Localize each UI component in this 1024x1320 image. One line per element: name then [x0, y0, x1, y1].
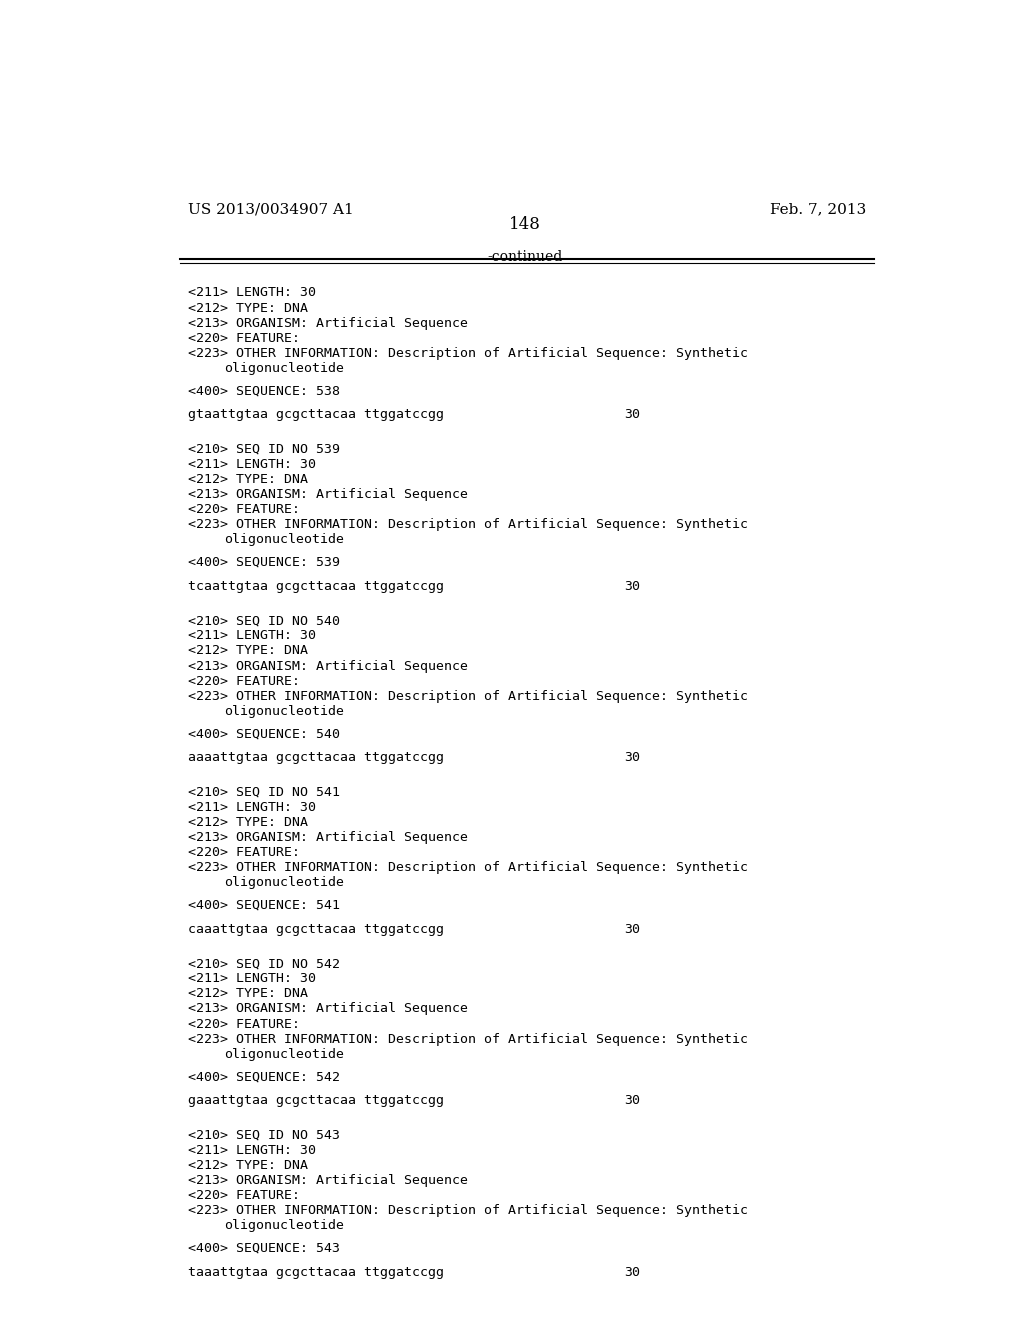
Text: <223> OTHER INFORMATION: Description of Artificial Sequence: Synthetic: <223> OTHER INFORMATION: Description of …: [187, 347, 748, 359]
Text: <210> SEQ ID NO 542: <210> SEQ ID NO 542: [187, 957, 340, 970]
Text: <400> SEQUENCE: 540: <400> SEQUENCE: 540: [187, 727, 340, 741]
Text: <213> ORGANISM: Artificial Sequence: <213> ORGANISM: Artificial Sequence: [187, 488, 468, 502]
Text: US 2013/0034907 A1: US 2013/0034907 A1: [187, 202, 353, 216]
Text: 148: 148: [509, 216, 541, 234]
Text: <400> SEQUENCE: 542: <400> SEQUENCE: 542: [187, 1071, 340, 1084]
Text: 30: 30: [624, 1094, 640, 1107]
Text: <212> TYPE: DNA: <212> TYPE: DNA: [187, 816, 307, 829]
Text: <212> TYPE: DNA: <212> TYPE: DNA: [187, 987, 307, 1001]
Text: 30: 30: [624, 579, 640, 593]
Text: oligonucleotide: oligonucleotide: [224, 533, 344, 546]
Text: <213> ORGANISM: Artificial Sequence: <213> ORGANISM: Artificial Sequence: [187, 1173, 468, 1187]
Text: -continued: -continued: [487, 249, 562, 264]
Text: <212> TYPE: DNA: <212> TYPE: DNA: [187, 473, 307, 486]
Text: <213> ORGANISM: Artificial Sequence: <213> ORGANISM: Artificial Sequence: [187, 317, 468, 330]
Text: Feb. 7, 2013: Feb. 7, 2013: [770, 202, 866, 216]
Text: 30: 30: [624, 923, 640, 936]
Text: <211> LENGTH: 30: <211> LENGTH: 30: [187, 458, 315, 471]
Text: <223> OTHER INFORMATION: Description of Artificial Sequence: Synthetic: <223> OTHER INFORMATION: Description of …: [187, 1204, 748, 1217]
Text: <213> ORGANISM: Artificial Sequence: <213> ORGANISM: Artificial Sequence: [187, 832, 468, 843]
Text: <220> FEATURE:: <220> FEATURE:: [187, 1189, 299, 1203]
Text: 30: 30: [624, 751, 640, 764]
Text: <212> TYPE: DNA: <212> TYPE: DNA: [187, 1159, 307, 1172]
Text: 30: 30: [624, 1266, 640, 1279]
Text: tcaattgtaa gcgcttacaa ttggatccgg: tcaattgtaa gcgcttacaa ttggatccgg: [187, 579, 443, 593]
Text: <223> OTHER INFORMATION: Description of Artificial Sequence: Synthetic: <223> OTHER INFORMATION: Description of …: [187, 689, 748, 702]
Text: <211> LENGTH: 30: <211> LENGTH: 30: [187, 286, 315, 300]
Text: <212> TYPE: DNA: <212> TYPE: DNA: [187, 301, 307, 314]
Text: <211> LENGTH: 30: <211> LENGTH: 30: [187, 1144, 315, 1156]
Text: <223> OTHER INFORMATION: Description of Artificial Sequence: Synthetic: <223> OTHER INFORMATION: Description of …: [187, 1032, 748, 1045]
Text: aaaattgtaa gcgcttacaa ttggatccgg: aaaattgtaa gcgcttacaa ttggatccgg: [187, 751, 443, 764]
Text: <220> FEATURE:: <220> FEATURE:: [187, 846, 299, 859]
Text: <211> LENGTH: 30: <211> LENGTH: 30: [187, 630, 315, 643]
Text: oligonucleotide: oligonucleotide: [224, 705, 344, 718]
Text: <223> OTHER INFORMATION: Description of Artificial Sequence: Synthetic: <223> OTHER INFORMATION: Description of …: [187, 861, 748, 874]
Text: oligonucleotide: oligonucleotide: [224, 876, 344, 890]
Text: <400> SEQUENCE: 538: <400> SEQUENCE: 538: [187, 384, 340, 397]
Text: gtaattgtaa gcgcttacaa ttggatccgg: gtaattgtaa gcgcttacaa ttggatccgg: [187, 408, 443, 421]
Text: gaaattgtaa gcgcttacaa ttggatccgg: gaaattgtaa gcgcttacaa ttggatccgg: [187, 1094, 443, 1107]
Text: <210> SEQ ID NO 541: <210> SEQ ID NO 541: [187, 785, 340, 799]
Text: <220> FEATURE:: <220> FEATURE:: [187, 1018, 299, 1031]
Text: <210> SEQ ID NO 539: <210> SEQ ID NO 539: [187, 444, 340, 455]
Text: <223> OTHER INFORMATION: Description of Artificial Sequence: Synthetic: <223> OTHER INFORMATION: Description of …: [187, 519, 748, 531]
Text: <213> ORGANISM: Artificial Sequence: <213> ORGANISM: Artificial Sequence: [187, 660, 468, 672]
Text: <211> LENGTH: 30: <211> LENGTH: 30: [187, 973, 315, 986]
Text: <400> SEQUENCE: 539: <400> SEQUENCE: 539: [187, 556, 340, 569]
Text: <210> SEQ ID NO 543: <210> SEQ ID NO 543: [187, 1129, 340, 1142]
Text: <211> LENGTH: 30: <211> LENGTH: 30: [187, 801, 315, 814]
Text: caaattgtaa gcgcttacaa ttggatccgg: caaattgtaa gcgcttacaa ttggatccgg: [187, 923, 443, 936]
Text: <220> FEATURE:: <220> FEATURE:: [187, 331, 299, 345]
Text: <220> FEATURE:: <220> FEATURE:: [187, 503, 299, 516]
Text: oligonucleotide: oligonucleotide: [224, 1048, 344, 1061]
Text: 30: 30: [624, 408, 640, 421]
Text: <210> SEQ ID NO 540: <210> SEQ ID NO 540: [187, 614, 340, 627]
Text: <220> FEATURE:: <220> FEATURE:: [187, 675, 299, 688]
Text: <213> ORGANISM: Artificial Sequence: <213> ORGANISM: Artificial Sequence: [187, 1002, 468, 1015]
Text: <400> SEQUENCE: 541: <400> SEQUENCE: 541: [187, 899, 340, 912]
Text: <212> TYPE: DNA: <212> TYPE: DNA: [187, 644, 307, 657]
Text: oligonucleotide: oligonucleotide: [224, 362, 344, 375]
Text: oligonucleotide: oligonucleotide: [224, 1220, 344, 1232]
Text: <400> SEQUENCE: 543: <400> SEQUENCE: 543: [187, 1242, 340, 1255]
Text: taaattgtaa gcgcttacaa ttggatccgg: taaattgtaa gcgcttacaa ttggatccgg: [187, 1266, 443, 1279]
